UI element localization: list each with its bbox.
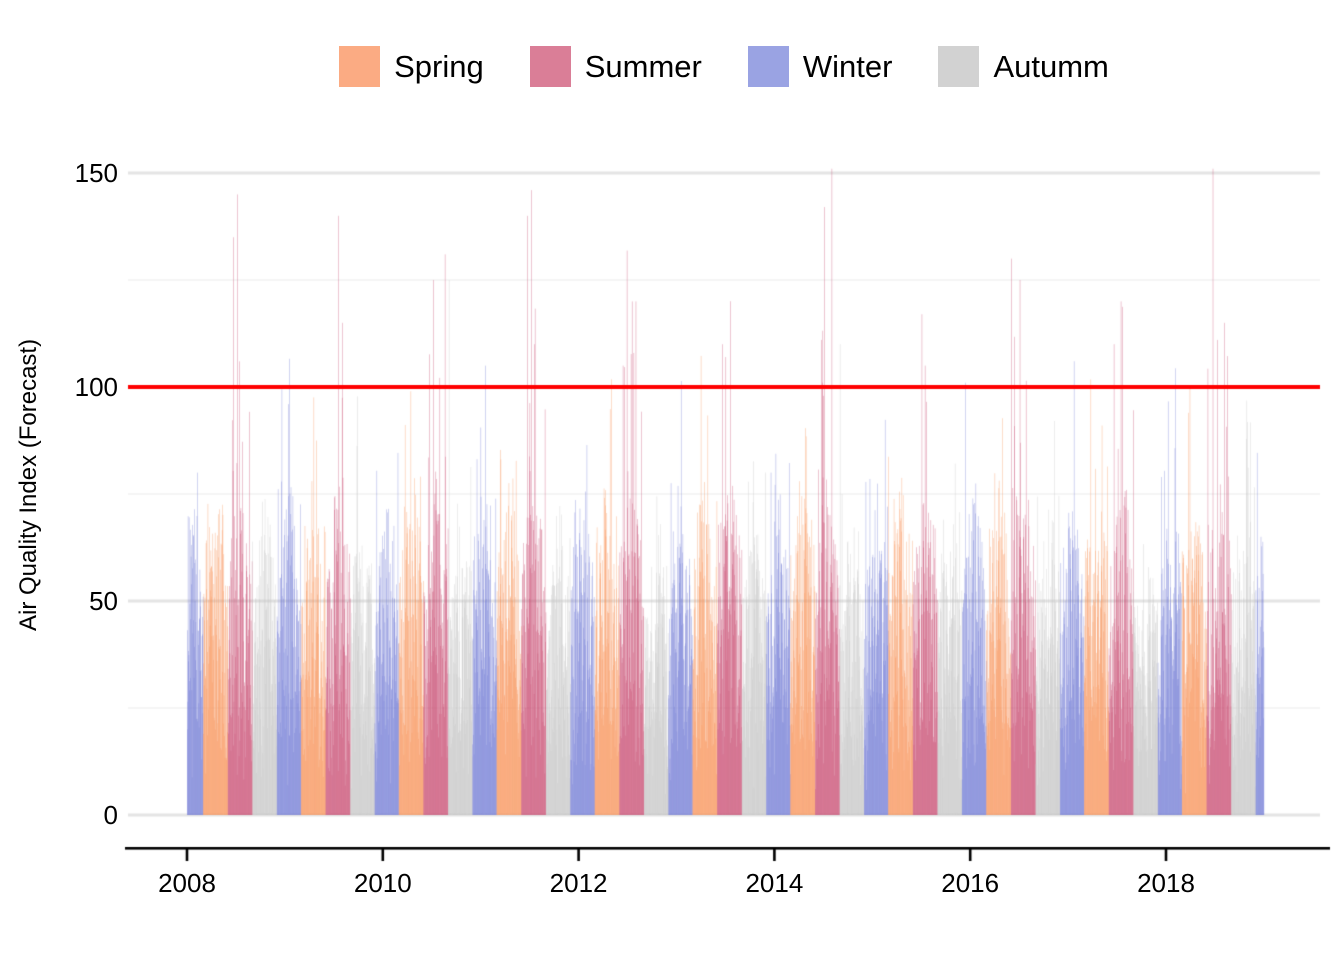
aqi-seasonal-bar-chart: SpringSummerWinterAutumm Air Quality Ind… [0,0,1344,960]
plot-canvas [0,0,1344,960]
